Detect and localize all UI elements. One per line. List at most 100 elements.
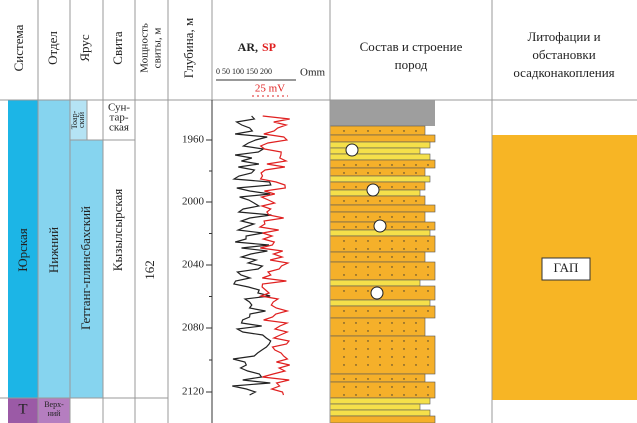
sand-dot xyxy=(355,200,356,201)
sand-dot xyxy=(355,386,356,387)
sand-dot xyxy=(367,322,368,323)
sand-dot xyxy=(355,330,356,331)
sand-dot xyxy=(415,322,416,323)
sand-dot xyxy=(367,130,368,131)
sand-dot xyxy=(403,274,404,275)
sand-dot xyxy=(391,248,392,249)
sand-layer xyxy=(330,154,430,160)
sand-layer xyxy=(330,374,425,382)
sand-dot xyxy=(343,310,344,311)
sand-dot xyxy=(403,310,404,311)
sand-layer xyxy=(330,336,435,374)
stage: Геттанг-плинсбахский xyxy=(78,206,93,330)
sand-dot xyxy=(343,164,344,165)
depth-label: 2080 xyxy=(182,322,205,334)
sand-dot xyxy=(343,364,344,365)
sand-dot xyxy=(367,248,368,249)
sand-dot xyxy=(427,356,428,357)
sand-dot xyxy=(343,340,344,341)
sand-dot xyxy=(391,216,392,217)
sand-dot xyxy=(343,348,344,349)
sand-dot xyxy=(415,130,416,131)
sand-layer xyxy=(330,148,420,154)
sand-dot xyxy=(391,200,392,201)
suite: Кызылсырская xyxy=(110,189,125,271)
sand-dot xyxy=(379,248,380,249)
sand-dot xyxy=(379,186,380,187)
sand-dot xyxy=(355,394,356,395)
header-facies: обстановки xyxy=(532,47,595,62)
sand-layer xyxy=(330,280,420,286)
sand-dot xyxy=(415,386,416,387)
sand-dot xyxy=(403,378,404,379)
stage: ский xyxy=(77,111,86,128)
fossil-symbol xyxy=(371,287,383,299)
sand-dot xyxy=(427,240,428,241)
sand-dot xyxy=(379,216,380,217)
sand-dot xyxy=(403,240,404,241)
sand-dot xyxy=(403,386,404,387)
sand-dot xyxy=(343,330,344,331)
sand-layer xyxy=(330,176,430,182)
sand-dot xyxy=(367,340,368,341)
sand-dot xyxy=(391,290,392,291)
sand-layer xyxy=(330,416,435,423)
sand-dot xyxy=(403,186,404,187)
sand-dot xyxy=(415,240,416,241)
sand-dot xyxy=(367,266,368,267)
sand-dot xyxy=(427,340,428,341)
division: Нижний xyxy=(46,227,61,273)
sand-layer xyxy=(330,168,425,176)
sand-dot xyxy=(403,394,404,395)
sand-dot xyxy=(391,266,392,267)
thickness: 162 xyxy=(142,260,157,280)
sand-dot xyxy=(379,274,380,275)
sand-layer xyxy=(330,306,435,318)
sand-dot xyxy=(391,186,392,187)
sand-dot xyxy=(391,394,392,395)
sand-dot xyxy=(379,164,380,165)
bottom-division: Верх- xyxy=(44,400,64,409)
sand-dot xyxy=(427,386,428,387)
sand-dot xyxy=(403,248,404,249)
sand-dot xyxy=(403,356,404,357)
sand-dot xyxy=(403,364,404,365)
sand-dot xyxy=(391,356,392,357)
sand-dot xyxy=(391,130,392,131)
sand-dot xyxy=(355,130,356,131)
sand-dot xyxy=(343,256,344,257)
sand-layer xyxy=(330,398,430,404)
sand-dot xyxy=(415,216,416,217)
header-facies: осадконакопления xyxy=(513,65,614,80)
sand-dot xyxy=(391,322,392,323)
header-ar: AR, xyxy=(238,40,258,54)
sand-dot xyxy=(367,378,368,379)
sand-dot xyxy=(379,172,380,173)
sand-dot xyxy=(427,348,428,349)
sand-dot xyxy=(343,386,344,387)
sand-dot xyxy=(391,274,392,275)
sand-dot xyxy=(427,164,428,165)
sand-dot xyxy=(391,364,392,365)
sand-dot xyxy=(367,216,368,217)
sand-dot xyxy=(391,386,392,387)
sand-dot xyxy=(343,378,344,379)
sand-dot xyxy=(427,226,428,227)
sand-dot xyxy=(367,274,368,275)
sand-dot xyxy=(379,386,380,387)
lithology-column xyxy=(330,100,435,423)
depth-label: 2040 xyxy=(182,259,205,271)
sand-dot xyxy=(343,200,344,201)
sand-layer xyxy=(330,318,425,336)
sand-dot xyxy=(415,394,416,395)
sand-dot xyxy=(379,348,380,349)
sand-dot xyxy=(343,226,344,227)
sand-dot xyxy=(415,340,416,341)
stratigraphic-column: Система Отдел Ярус Свита Мощность свиты,… xyxy=(0,0,637,423)
sand-dot xyxy=(379,364,380,365)
header-thickness: свиты, м xyxy=(152,28,164,69)
sand-dot xyxy=(403,266,404,267)
sand-dot xyxy=(415,172,416,173)
sand-dot xyxy=(379,378,380,379)
log-curve xyxy=(232,116,271,395)
